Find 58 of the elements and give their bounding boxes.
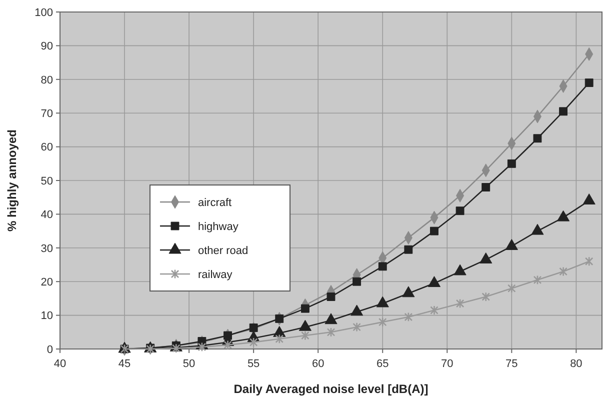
point [378,317,387,327]
point [275,334,284,344]
y-tick-label: 100 [34,6,53,19]
point [378,262,387,271]
point [172,343,180,354]
point [508,283,516,294]
y-axis-title: % highly annoyed [5,129,19,232]
x-tick-label: 55 [247,358,260,370]
x-tick-label: 50 [182,358,196,370]
y-tick-label: 50 [40,175,53,188]
point [352,322,361,332]
point [533,134,542,143]
point [584,256,594,266]
point [456,206,464,216]
legend-label: railway [198,268,233,281]
point [507,159,516,168]
y-tick-label: 30 [40,242,53,255]
point [198,342,206,352]
x-axis-title: Daily Averaged noise level [dB(A)] [234,382,428,396]
point [533,275,542,285]
point [584,78,594,87]
y-tick-label: 90 [40,40,53,53]
y-tick-label: 40 [40,209,53,222]
point [249,324,258,332]
y-tick-label: 20 [40,276,53,288]
x-tick-label: 75 [506,358,518,370]
x-tick-label: 65 [376,358,389,370]
y-tick-label: 10 [40,310,53,322]
point [428,276,441,288]
point [249,337,258,348]
y-tick-label: 80 [40,74,53,86]
point [404,245,413,254]
x-tick-label: 40 [54,358,66,370]
x-tick-label: 60 [312,358,324,370]
legend-label: highway [198,220,239,233]
point [352,277,362,286]
point [456,298,464,308]
x-tick-label: 70 [441,358,454,370]
point [301,330,310,340]
point [559,266,568,276]
y-tick-label: 0 [46,344,53,356]
legend-label: aircraft [198,196,232,209]
point [482,292,490,302]
point [559,107,568,116]
x-tick-label: 80 [570,358,582,370]
point [404,312,413,322]
point [326,327,336,337]
point [300,304,310,313]
x-tick-label: 45 [118,358,131,370]
point [430,226,438,236]
point [430,305,438,316]
y-tick-label: 60 [40,142,53,154]
point [326,292,336,301]
point [275,314,284,323]
point [224,340,232,350]
legend-label: other road [198,244,248,257]
y-tick-label: 70 [40,108,53,120]
point [482,183,490,192]
